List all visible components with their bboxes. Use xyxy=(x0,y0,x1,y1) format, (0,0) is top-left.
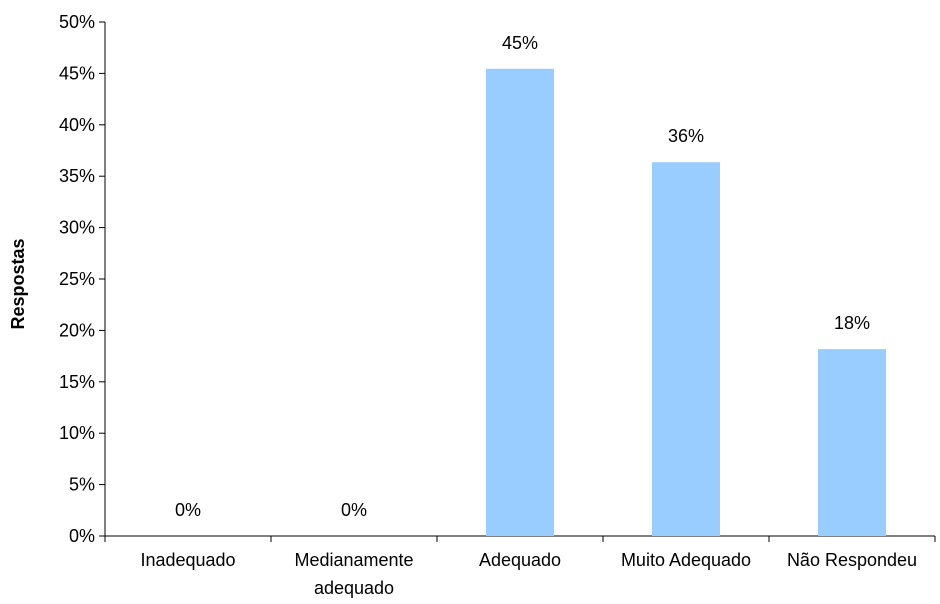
y-tick-label: 5% xyxy=(69,475,95,495)
x-category-label: Adequado xyxy=(479,550,561,570)
y-tick-label: 10% xyxy=(59,423,95,443)
y-axis: 0% 5% 10% 15% 20% 25% 30% 35% 40% 45% 50% xyxy=(59,12,106,546)
x-category-label-line: Não Respondeu xyxy=(787,550,917,570)
y-tick-label: 15% xyxy=(59,372,95,392)
x-category-label-line: Medianamente xyxy=(294,550,413,570)
x-category-label: Inadequado xyxy=(140,550,235,570)
x-category-label-line: Muito Adequado xyxy=(621,550,751,570)
x-category-label: Muito Adequado xyxy=(621,550,751,570)
x-category-label: Não Respondeu xyxy=(787,550,917,570)
y-tick-label: 45% xyxy=(59,63,95,83)
x-category-label-line: adequado xyxy=(314,578,394,598)
y-tick-label: 30% xyxy=(59,218,95,238)
x-axis: Inadequado Medianamente adequado Adequado Mu… xyxy=(104,535,936,598)
data-label: 45% xyxy=(502,33,538,53)
y-tick-label: 20% xyxy=(59,320,95,340)
y-axis-title: Respostas xyxy=(8,238,28,329)
data-labels: 0% 0% 45% 36% 18% xyxy=(175,33,870,520)
bar-5 xyxy=(818,349,886,536)
data-label: 18% xyxy=(834,313,870,333)
data-label: 0% xyxy=(175,500,201,520)
y-tick-label: 40% xyxy=(59,115,95,135)
y-tick-label: 0% xyxy=(69,526,95,546)
data-label: 36% xyxy=(668,126,704,146)
x-category-label: Medianamente adequado xyxy=(294,550,413,598)
y-tick-label: 50% xyxy=(59,12,95,32)
y-tick-label: 35% xyxy=(59,166,95,186)
bar-4 xyxy=(652,162,720,537)
data-label: 0% xyxy=(341,500,367,520)
bar-3 xyxy=(486,68,554,537)
bars xyxy=(486,68,886,537)
x-category-label-line: Inadequado xyxy=(140,550,235,570)
y-tick-label: 25% xyxy=(59,269,95,289)
x-category-label-line: Adequado xyxy=(479,550,561,570)
